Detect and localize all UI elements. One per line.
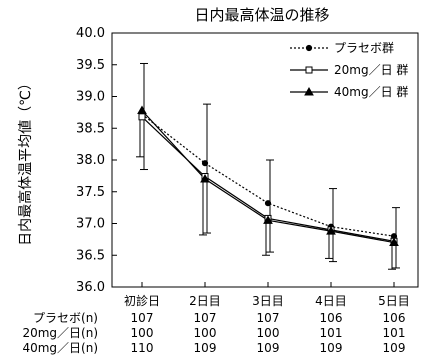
y-tick-label: 36.5 [76,248,105,263]
marker-triangle [137,105,147,114]
n-table-cell: 107 [194,311,217,325]
x-category-label: 3日目 [252,294,284,308]
legend-label: プラセボ群 [334,41,394,55]
marker-triangle [389,237,399,247]
marker-circle [305,44,313,52]
marker-circle [201,160,209,167]
y-ticks: 36.0 36.5 37.0 37.5 38.0 38.5 39.0 39.5 40.0 [76,26,117,295]
marker-circle [264,200,272,207]
x-category-label: 4日目 [315,294,347,308]
series-markers [137,105,399,247]
x-category-label: 2日目 [189,294,221,308]
series-line [141,113,395,237]
y-axis-label: 日内最高体温平均値（℃） [17,76,34,246]
n-table-cell: 101 [320,326,343,340]
x-categories: 初診日 2日目 3日目 4日目 5日目 [124,282,410,308]
n-table-cell: 109 [194,341,217,355]
n-table-cell: 106 [320,311,343,325]
legend-label: 20mg／日 群 [334,63,408,77]
legend-label: 40mg／日 群 [334,85,408,99]
n-table-row-label: プラセボ(n) [33,311,98,325]
x-category-label: 5日目 [378,294,410,308]
n-table-cell: 107 [257,311,280,325]
n-table-row-label: 40mg／日(n) [22,341,98,355]
marker-square [305,66,313,74]
marker-triangle [263,215,273,224]
marker-square [138,113,146,121]
y-tick-label: 39.5 [76,58,105,73]
n-table-cell: 110 [131,341,154,355]
n-table-cell: 100 [131,326,154,340]
y-tick-label: 38.5 [76,121,105,136]
n-table: プラセボ(n) 107 107 107 106 106 20mg／日(n) 100 100 100… [22,311,405,355]
n-table-row-label: 20mg／日(n) [22,326,98,340]
n-table-cell: 100 [194,326,217,340]
chart-title: 日内最高体温の推移 [194,6,329,24]
legend: プラセボ群 20mg／日 群 40mg／日 群 [290,41,408,99]
marker-triangle [200,174,210,183]
n-table-cell: 109 [320,341,343,355]
marker-triangle [326,226,336,235]
y-tick-label: 39.0 [76,90,105,105]
y-tick-label: 37.0 [76,217,105,232]
n-table-cell: 106 [383,311,406,325]
n-table-cell: 109 [383,341,406,355]
plot-area [111,32,419,288]
n-table-cell: 100 [257,326,280,340]
x-category-label: 初診日 [124,293,160,308]
y-tick-label: 40.0 [76,26,105,41]
y-tick-label: 38.0 [76,153,105,168]
y-tick-label: 36.0 [76,280,105,295]
n-table-cell: 109 [257,341,280,355]
n-table-cell: 101 [383,326,406,340]
marker-triangle [304,86,314,96]
y-tick-label: 37.5 [76,185,105,200]
n-table-cell: 107 [131,311,154,325]
